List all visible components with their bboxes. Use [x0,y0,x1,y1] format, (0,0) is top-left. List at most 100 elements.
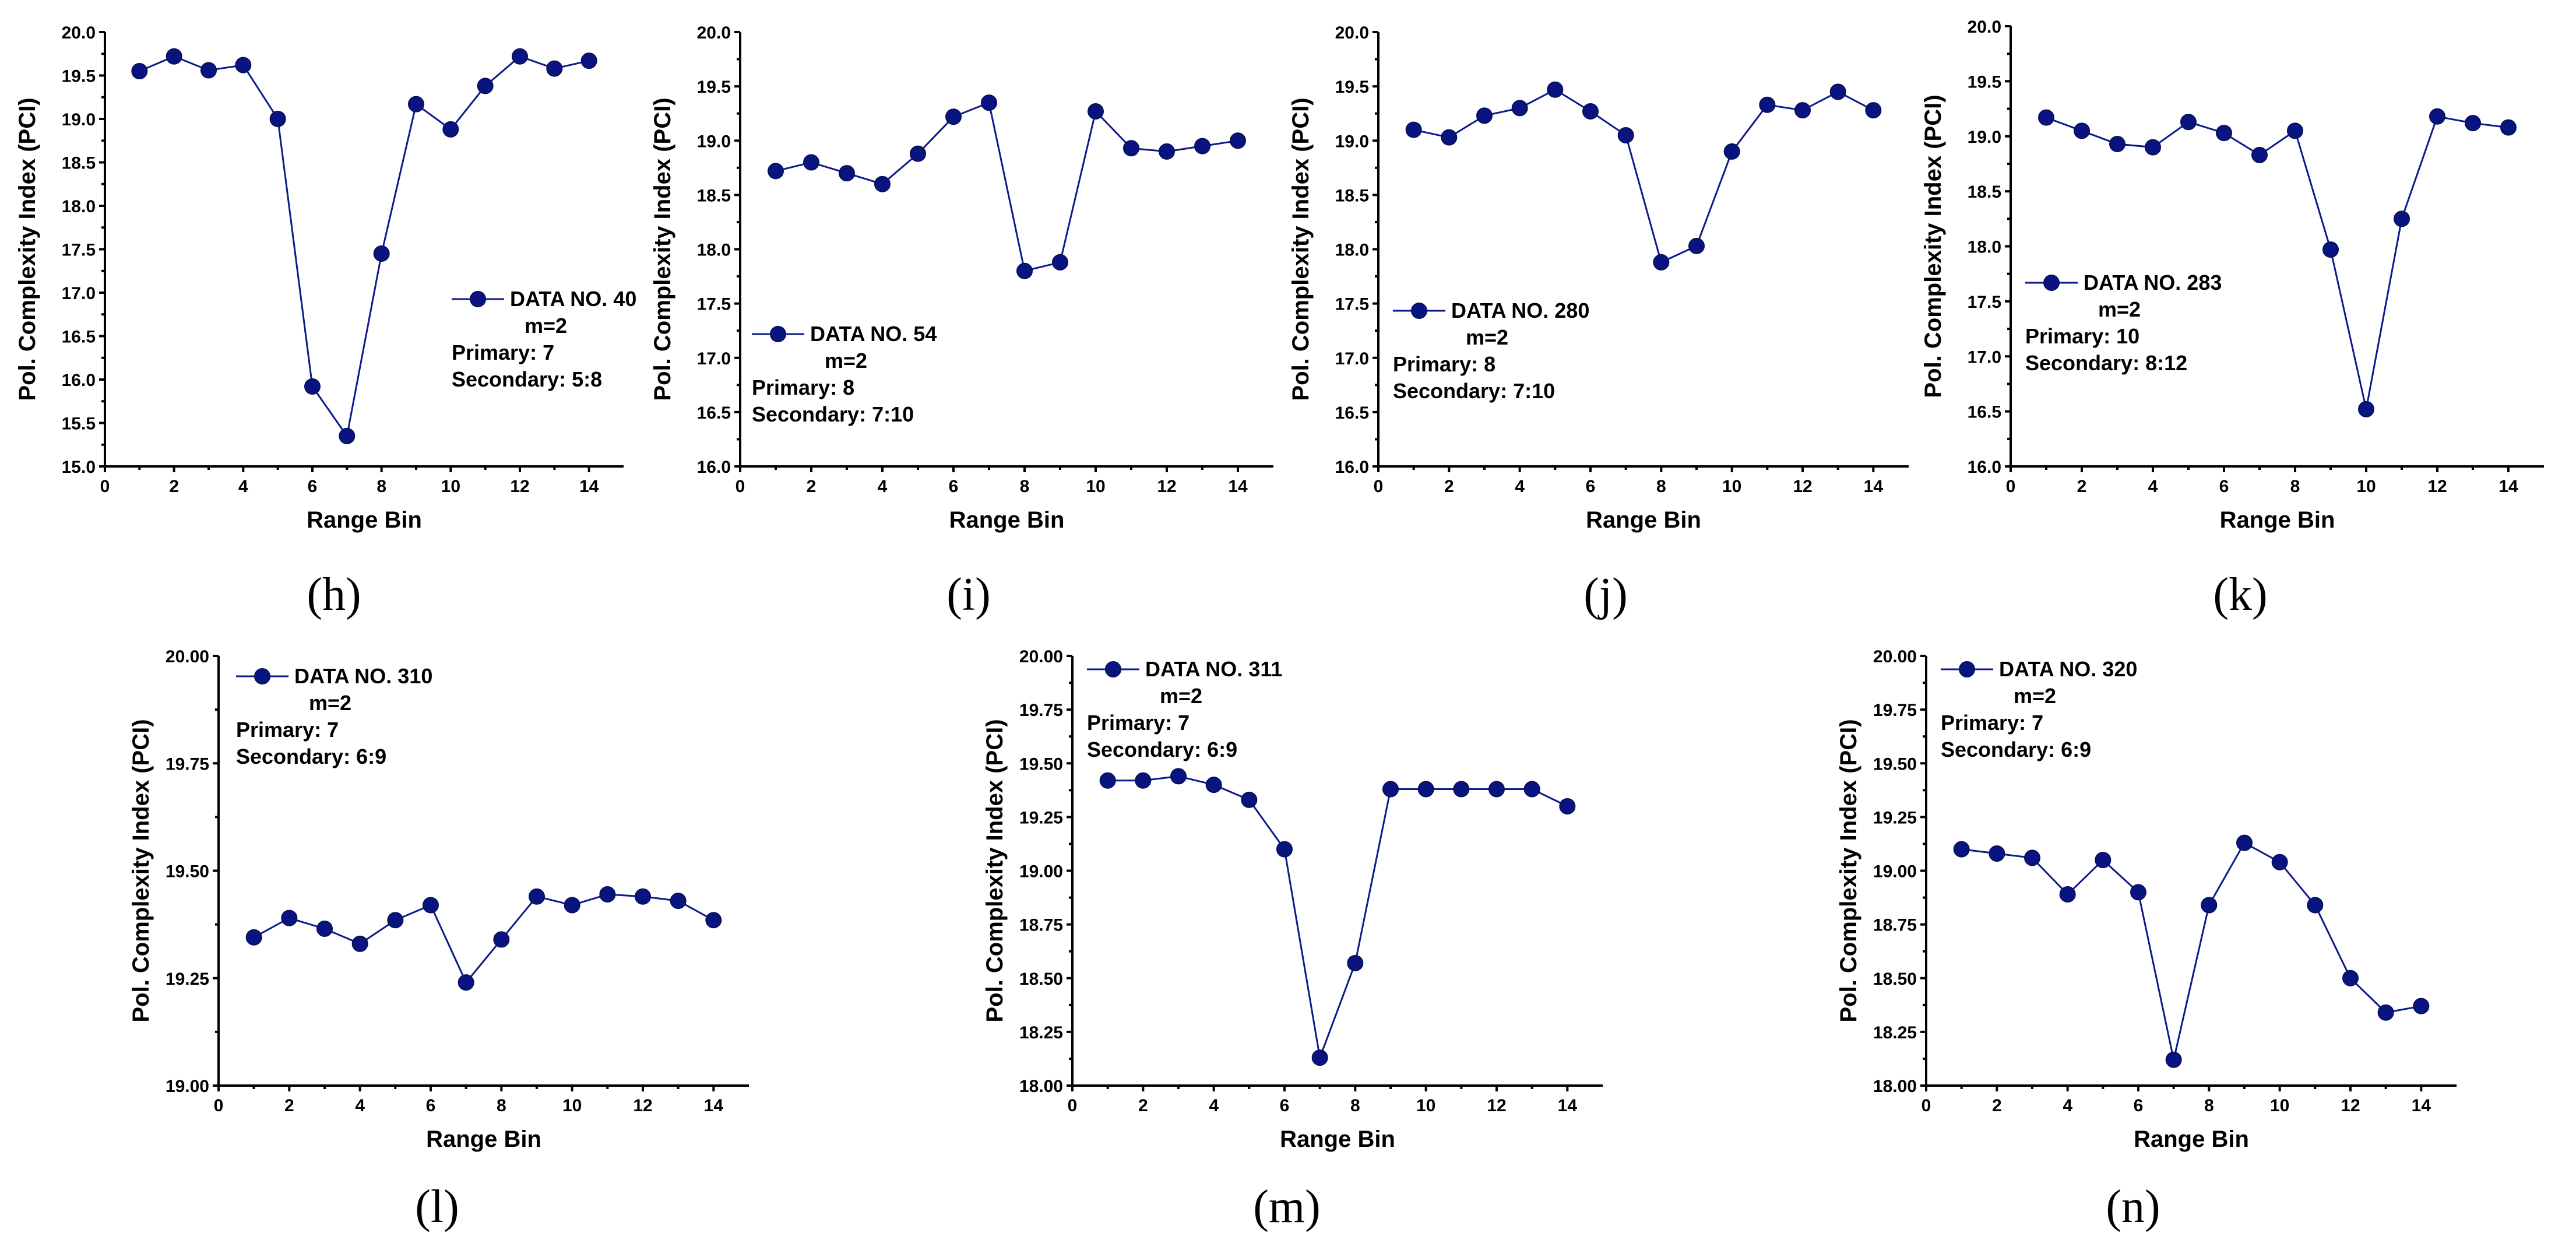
y-tick-label: 17.5 [1335,295,1369,314]
y-tick-label: 18.50 [1019,970,1063,989]
y-tick-label: 18.5 [697,186,731,205]
x-tick-label: 8 [2290,477,2300,496]
data-point [1241,791,1258,808]
x-tick-label: 12 [1157,477,1176,496]
y-tick-label: 19.75 [1019,701,1063,720]
data-point [304,378,321,395]
data-point [2251,146,2268,163]
data-point [910,145,926,162]
y-tick-label: 17.5 [697,295,731,314]
legend-primary: Primary: 7 [236,718,339,742]
x-tick-label: 4 [2063,1096,2072,1115]
y-axis-title: Pol. Complexity Index (PCI) [15,97,40,401]
data-point [2377,1004,2394,1021]
x-tick-label: 2 [169,477,179,496]
data-point [493,931,510,948]
y-tick-label: 15.5 [62,415,96,434]
x-tick-label: 10 [562,1096,582,1115]
y-tick-label: 18.5 [1335,186,1369,205]
data-point [803,154,819,171]
y-tick-label: 19.25 [1019,808,1063,827]
data-point [1230,132,1246,149]
series-line [253,893,715,984]
data-point [1723,143,1740,160]
legend-m: m=2 [525,314,567,338]
data-point [1653,254,1670,271]
data-point [945,108,962,125]
data-point [981,94,997,111]
x-tick-label: 6 [949,477,959,496]
data-point [2145,139,2161,156]
x-tick-label: 0 [1922,1096,1931,1115]
x-tick-label: 10 [1722,477,1741,496]
legend-secondary: Secondary: 8:12 [2025,351,2187,375]
y-tick-label: 16.5 [697,403,731,423]
data-point [442,121,459,138]
x-tick-label: 6 [426,1096,436,1115]
legend-primary: Primary: 7 [1087,711,1190,735]
data-point [1829,83,1846,100]
legend-primary: Primary: 8 [1393,352,1495,376]
x-tick-label: 4 [1515,477,1525,496]
data-point [2074,122,2090,139]
data-point [1417,781,1434,798]
data-point [1170,768,1187,785]
y-tick-label: 19.75 [166,754,209,774]
y-tick-label: 17.0 [1968,347,2001,367]
y-tick-label: 17.5 [62,241,96,260]
y-tick-label: 18.25 [1873,1023,1917,1042]
y-tick-label: 19.50 [1873,754,1917,774]
data-point [1511,100,1528,117]
x-tick-label: 14 [704,1096,724,1115]
y-tick-label: 18.75 [1873,916,1917,935]
x-tick-label: 2 [284,1096,294,1115]
x-tick-label: 2 [1444,477,1454,496]
y-tick-label: 19.0 [1335,132,1369,151]
legend-marker [770,326,786,342]
data-point [1759,96,1776,113]
data-point [477,78,494,94]
data-point [1688,237,1705,254]
data-point [131,63,148,80]
data-point [1476,107,1493,124]
data-point [2130,884,2146,901]
y-tick-label: 19.5 [1968,72,2001,92]
legend-secondary: Secondary: 6:9 [1941,738,2091,761]
data-point [2271,854,2288,870]
legend-series: DATA NO. 40 [510,287,636,311]
legend-primary: Primary: 7 [452,340,554,364]
data-point [281,910,298,926]
y-tick-label: 19.00 [166,1077,209,1096]
panel-label-h: (h) [307,569,361,620]
y-tick-label: 16.5 [1335,403,1369,423]
data-point [839,165,855,182]
legend-series: DATA NO. 280 [1451,299,1589,322]
y-tick-label: 19.00 [1019,862,1063,882]
x-tick-label: 6 [1280,1096,1290,1115]
data-point [1405,121,1422,138]
y-tick-label: 16.5 [62,328,96,347]
legend-primary: Primary: 8 [752,375,854,399]
data-point [235,57,252,73]
series-line [1961,841,2422,1061]
x-axis-title: Range Bin [1586,507,1701,533]
x-tick-label: 2 [807,477,817,496]
legend-marker [1411,303,1427,319]
y-tick-label: 18.0 [62,197,96,216]
data-point [2307,897,2324,914]
y-tick-label: 17.5 [1968,293,2001,312]
y-axis-title: Pol. Complexity Index (PCI) [128,719,154,1022]
data-point [2038,109,2054,126]
data-point [1135,772,1152,789]
x-tick-label: 10 [2270,1096,2289,1115]
y-tick-label: 16.5 [1968,403,2001,422]
x-tick-label: 12 [633,1096,652,1115]
y-tick-label: 18.25 [1019,1023,1063,1042]
x-tick-label: 8 [497,1096,506,1115]
x-tick-label: 8 [376,477,386,496]
x-axis-title: Range Bin [426,1126,541,1152]
x-tick-label: 4 [878,477,888,496]
data-point [2287,122,2303,139]
data-point [458,974,474,991]
